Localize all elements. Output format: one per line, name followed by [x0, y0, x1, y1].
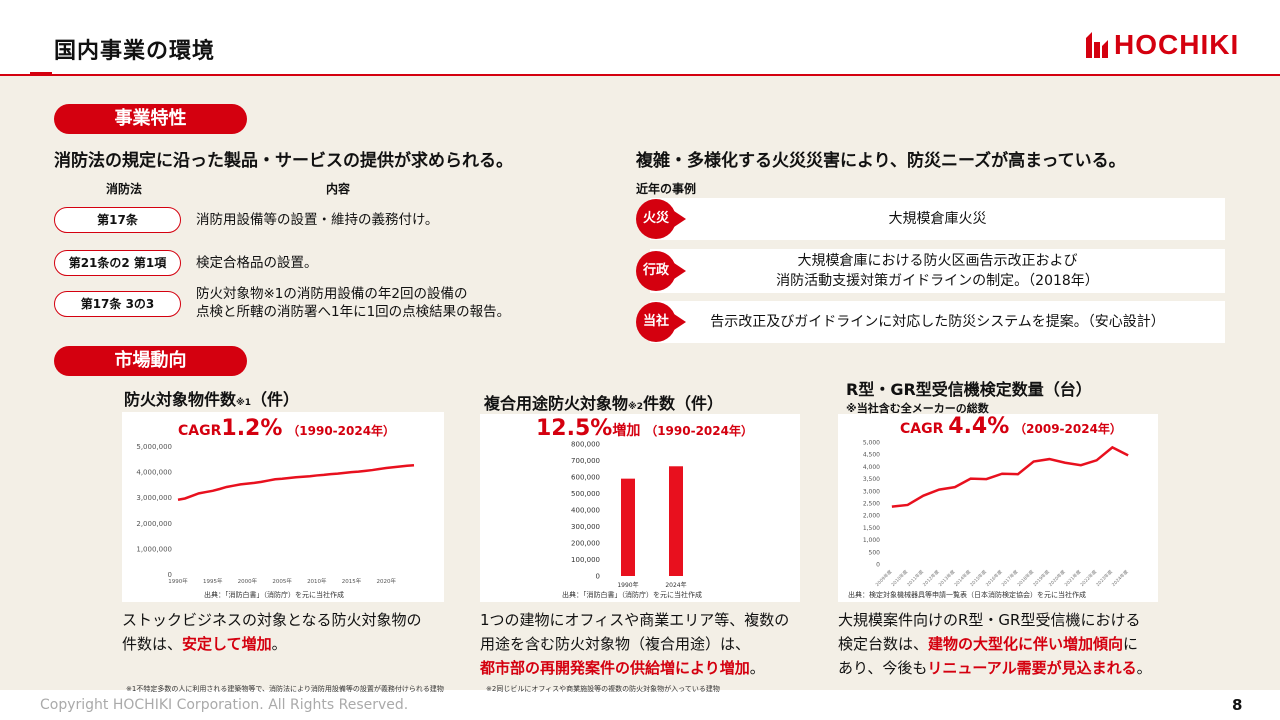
chart1-ytick: 0	[168, 571, 172, 579]
chart1-xtick: 2020年	[376, 577, 396, 585]
chart2-ytick: 300,000	[571, 523, 600, 531]
law-pill-3: 第17条 3の3	[54, 291, 181, 317]
case-bar-3: 告示改正及びガイドラインに対応した防災システムを提案。（安心設計）	[650, 301, 1225, 343]
chart2-ytick: 500,000	[571, 490, 600, 498]
chart3-source: 出典：検定対象機械器具等申請一覧表（日本消防検定協会）を元に当社作成	[848, 591, 1086, 599]
page-title: 国内事業の環境	[54, 39, 216, 64]
chart3-ytick: 3,500	[863, 476, 880, 483]
logo-text: HOCHIKI	[1114, 29, 1240, 60]
company-logo: HOCHIKI	[1086, 29, 1240, 60]
chart1-ytick: 1,000,000	[136, 545, 172, 553]
law-content-3: 防火対象物※1の消防用設備の年2回の設備の 点検と所轄の消防署へ1年に1回の点検…	[196, 285, 510, 321]
right-headline: 複雑・多様化する火災災害により、防災ニーズが高まっている。	[636, 151, 1126, 171]
footnote-1: ※1不特定多数の人に利用される建築物等で、消防法により消防用設備等の設置が義務付…	[126, 685, 444, 693]
col-header-law: 消防法	[106, 182, 143, 196]
chart3-desc: 大規模案件向けのR型・GR型受信機における 検定台数は、建物の大型化に伴い増加傾…	[838, 611, 1152, 677]
chart2-cagr: 12.5%増加 （1990-2024年）	[536, 416, 753, 441]
footnote-2: ※2同じビルにオフィスや商業施設等の複数の防火対象物が入っている建物	[486, 685, 720, 693]
chart1-ytick: 2,000,000	[136, 520, 172, 528]
chart2-box	[480, 414, 800, 602]
case-arrow-2	[674, 263, 686, 279]
case-tag-2: 行政	[636, 251, 676, 291]
chart3-ytick: 2,500	[863, 501, 880, 508]
chart3-cagr: CAGR 4.4% （2009-2024年）	[900, 414, 1122, 439]
law-pill-2: 第21条の2 第1項	[54, 250, 181, 276]
chart2-ytick: 700,000	[571, 457, 600, 465]
copyright: Copyright HOCHIKI Corporation. All Right…	[40, 697, 409, 713]
chart1-ytick: 4,000,000	[136, 469, 172, 477]
chart3-title: R型・GR型受信機検定数量（台）	[846, 380, 1092, 399]
chart3-ytick: 500	[869, 549, 881, 556]
chart1-source: 出典：「消防白書」（消防庁）を元に当社作成	[204, 591, 344, 599]
law-content-1: 消防用設備等の設置・維持の義務付け。	[196, 212, 439, 228]
chart3-ytick: 4,500	[863, 452, 880, 459]
chart3-ytick: 0	[876, 562, 880, 569]
chart2-ytick: 400,000	[571, 507, 600, 515]
law-pill-1: 第17条	[54, 207, 181, 233]
law-content-2: 検定合格品の設置。	[196, 255, 318, 271]
chart1-box	[122, 412, 444, 602]
chart2-ytick: 100,000	[571, 556, 600, 564]
chart2-ytick: 600,000	[571, 474, 600, 482]
chart3-ytick: 1,500	[863, 525, 880, 532]
chart2-ytick: 200,000	[571, 540, 600, 548]
case-bar-2: 大規模倉庫における防火区画告示改正および消防活動支援対策ガイドラインの制定。（2…	[650, 249, 1225, 293]
chart2-svg: 0 100,000 200,000 300,000 400,000 500,000 600,…	[571, 441, 687, 590]
chart1-xtick: 1995年	[203, 577, 223, 585]
chart1-xtick: 1990年	[168, 577, 188, 585]
chart2-ytick: 800,000	[571, 441, 600, 449]
case-text-1: 大規模倉庫火災	[888, 211, 987, 227]
chart1-xtick: 2000年	[238, 577, 258, 585]
chart1-title: 防火対象物件数※1（件）	[124, 390, 300, 409]
chart2-desc: 1つの建物にオフィスや商業エリア等、複数の 用途を含む防火対象物（複合用途）は、…	[480, 611, 790, 677]
chart2-ytick: 0	[596, 573, 600, 581]
chart3-note: ※当社含む全メーカーの総数	[846, 402, 989, 415]
chart1-xtick: 2010年	[307, 577, 327, 585]
chart3-box	[838, 414, 1158, 602]
left-headline: 消防法の規定に沿った製品・サービスの提供が求められる。	[54, 151, 513, 171]
chart1-xtick: 2005年	[272, 577, 292, 585]
chart2-xtick: 1990年	[617, 581, 638, 589]
chart1-series-line	[177, 463, 415, 501]
chart2-title: 複合用途防火対象物※2件数（件）	[484, 394, 724, 413]
chart3-xtick: 2024年度	[1110, 568, 1130, 588]
chart3-ytick: 1,000	[863, 537, 880, 544]
chart2-bar	[621, 478, 635, 576]
law-content-3-line2: 点検と所轄の消防署へ1年に1回の点検結果の報告。	[196, 304, 511, 320]
case-text-2b: 消防活動支援対策ガイドラインの制定。（2018年）	[776, 273, 1099, 289]
case-tag-3: 当社	[636, 302, 676, 342]
chart3-svg: 0 500 1,000 1,500 2,000 2,500 3,000 3,500 4,000 4…	[863, 440, 1130, 588]
logo-mark-icon	[1086, 32, 1108, 58]
case-text-2a: 大規模倉庫における防火区画告示改正および	[797, 253, 1078, 269]
section-label-market: 市場動向	[54, 346, 247, 376]
chart1-svg: 0 1,000,000 2,000,000 3,000,000 4,000,000 5,0…	[136, 443, 415, 585]
chart2-source: 出典：「消防白書」（消防庁）を元に当社作成	[562, 591, 702, 599]
chart3-ytick: 2,000	[863, 513, 880, 520]
chart1-cagr: CAGR1.2% （1990-2024年）	[178, 416, 396, 441]
title-accent	[30, 72, 52, 76]
chart1-ytick: 5,000,000	[136, 443, 172, 451]
footer-bar	[0, 690, 1280, 720]
chart2-bar	[669, 466, 683, 576]
header-bar	[0, 0, 1280, 76]
chart3-ytick: 3,000	[863, 488, 880, 495]
page-number: 8	[1232, 696, 1243, 714]
recent-cases-label: 近年の事例	[636, 182, 697, 196]
chart2-xtick: 2024年	[665, 581, 686, 589]
section-label-business: 事業特性	[54, 104, 247, 134]
chart3-ytick: 5,000	[863, 440, 880, 447]
chart1-ytick: 3,000,000	[136, 494, 172, 502]
case-tag-1: 火災	[636, 199, 676, 239]
case-bar-1: 大規模倉庫火災	[650, 198, 1225, 240]
case-text-3: 告示改正及びガイドラインに対応した防災システムを提案。（安心設計）	[710, 314, 1165, 330]
law-content-3-line1: 防火対象物※1の消防用設備の年2回の設備の	[196, 286, 468, 302]
case-arrow-3	[674, 314, 686, 330]
chart1-desc: ストックビジネスの対象となる防火対象物の 件数は、安定して増加。	[122, 611, 422, 653]
chart3-ytick: 4,000	[863, 464, 880, 471]
chart1-xtick: 2015年	[342, 577, 362, 585]
case-arrow-1	[674, 211, 686, 227]
chart3-series-line	[891, 445, 1129, 508]
col-header-content: 内容	[326, 182, 351, 196]
